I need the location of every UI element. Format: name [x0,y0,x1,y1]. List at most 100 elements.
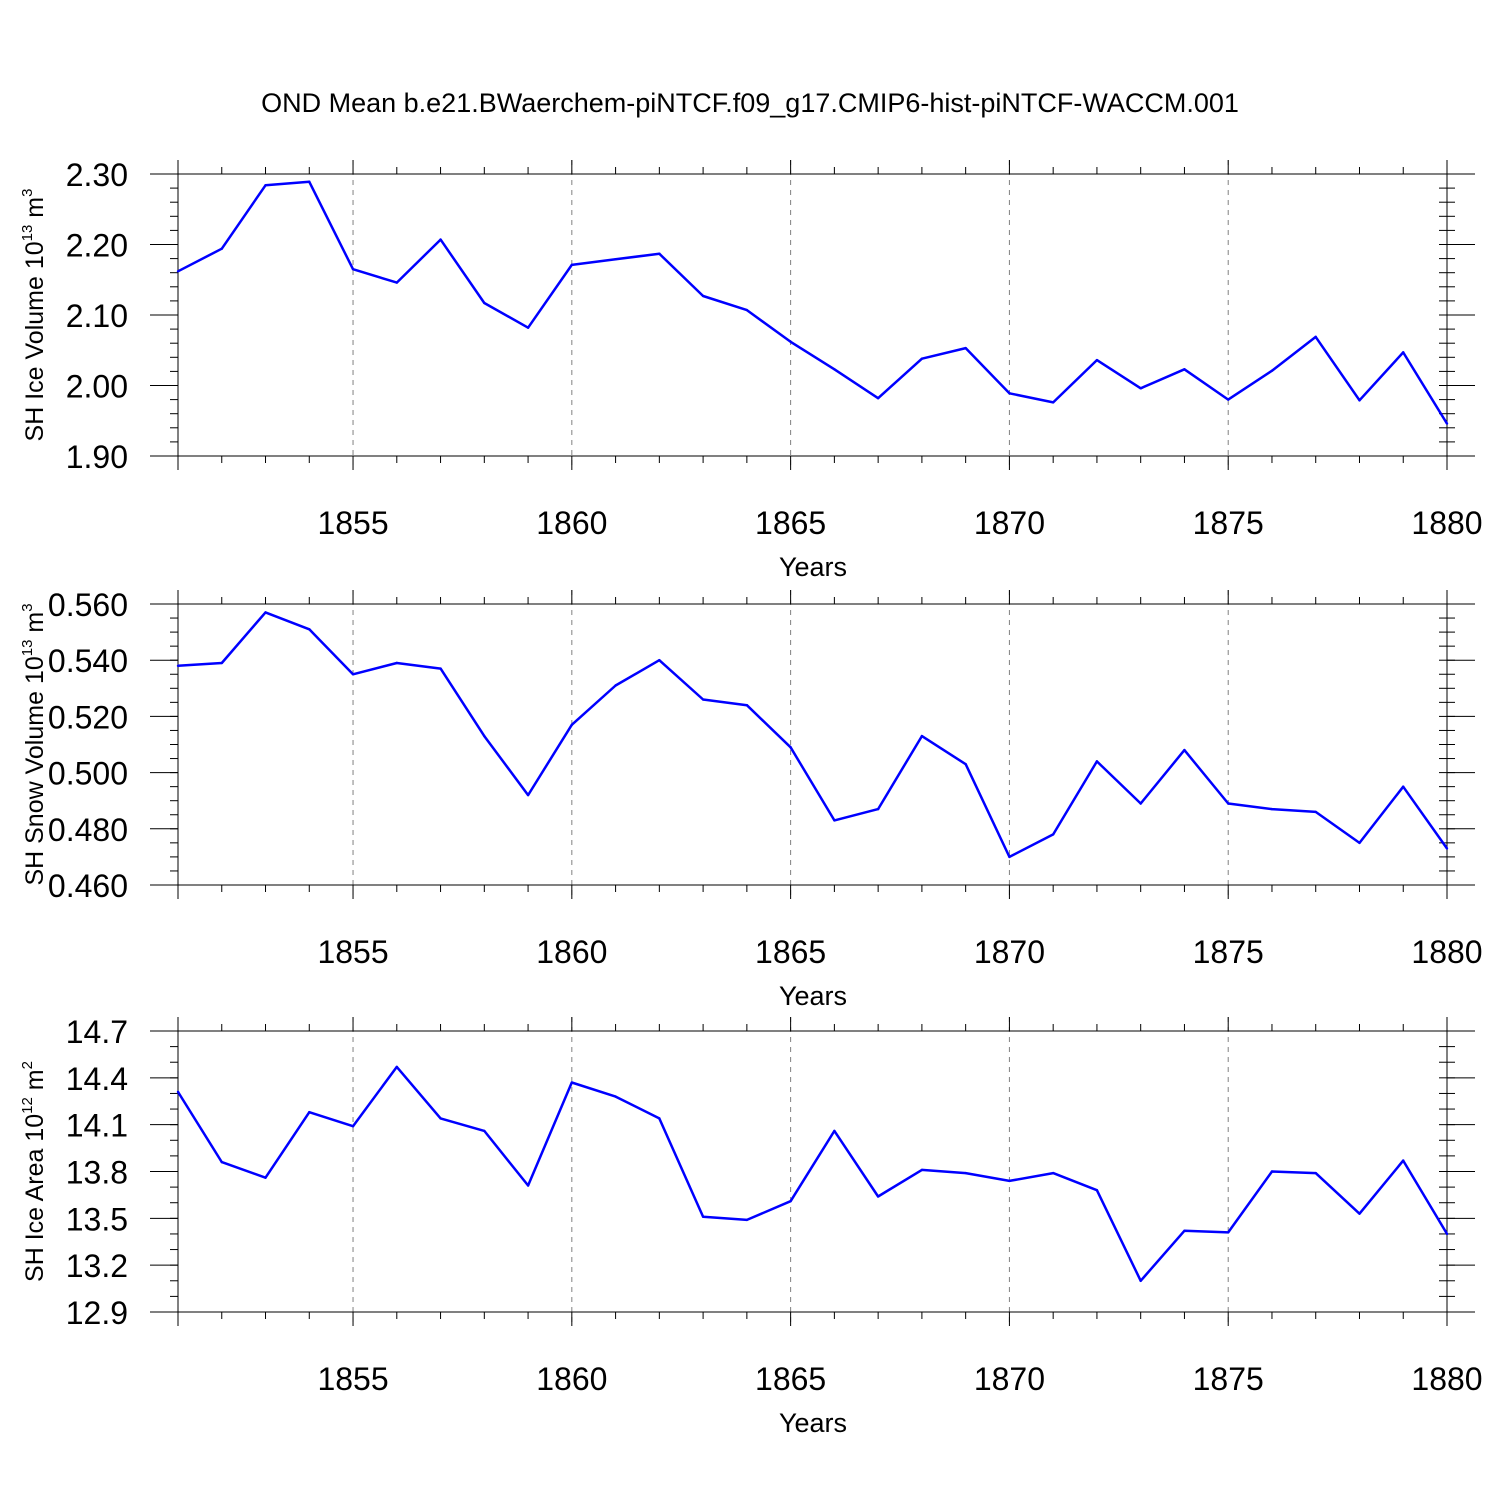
y-axis-label: SH Ice Volume 1013 m3 [19,189,49,442]
data-point [1358,841,1361,845]
data-point [658,1117,661,1120]
data-point [176,270,180,273]
data-point [483,301,486,305]
data-point [1008,1179,1011,1183]
data-point [833,819,836,822]
data-point [351,1125,355,1128]
data-point [1445,422,1449,425]
x-tick-label: 1875 [1193,1361,1264,1397]
data-point [1314,810,1317,814]
data-point [876,807,880,811]
x-tick-label: 1875 [1193,505,1264,541]
data-point [658,252,661,255]
data-point [526,1184,530,1187]
y-axis-label-exponent: 13 [19,225,36,242]
data-point [1314,335,1317,339]
data-point [220,1160,223,1164]
x-tick-label: 1870 [974,934,1045,970]
y-axis-label-unit: m [21,197,49,225]
x-tick-label: 1855 [317,505,388,541]
x-tick-label: 1855 [317,934,388,970]
y-tick-label: 1.90 [66,439,128,475]
y-axis-label-unit-exponent: 3 [19,603,36,611]
data-point [614,684,617,687]
data-point [176,1090,180,1094]
data-point [483,734,486,738]
x-axis-label: Years [779,981,847,1011]
x-tick-label: 1880 [1411,505,1482,541]
panel-ice-area: 1855 1860 1865 1870 1875 1880 12.9 13.2 13.5 13.8… [19,1014,1483,1438]
x-tick-label: 1865 [755,1361,826,1397]
data-point [1227,398,1230,401]
series-line [177,180,1449,425]
data-point [1139,802,1142,805]
data-point [1402,351,1405,354]
data-point [964,762,967,766]
data-point [351,673,355,676]
y-axis-label: SH Snow Volume 1013 m3 [19,603,49,885]
data-point [1402,1159,1405,1162]
data-point [1314,1171,1317,1175]
y-axis-label-text: SH Ice Area 10 [21,1114,49,1282]
data-point [1445,847,1449,850]
data-point [614,1095,617,1098]
data-point [526,793,530,797]
y-tick-label: 14.4 [66,1061,128,1097]
data-point [1095,760,1099,763]
data-point [614,258,617,261]
data-point [308,1110,311,1114]
y-axis-label-unit: m [21,1069,49,1097]
data-point [1183,748,1186,752]
data-point [964,346,967,350]
data-point [920,357,924,360]
data-point [220,247,223,250]
x-tick-label: 1875 [1193,934,1264,970]
data-point [1358,1212,1361,1215]
data-point [701,294,705,298]
data-point [1051,401,1055,404]
data-point [308,628,311,631]
x-axis-label: Years [779,552,847,582]
data-point [1095,358,1099,362]
y-tick-label: 14.1 [66,1108,128,1144]
data-point [1270,807,1274,811]
y-axis-label-unit-exponent: 3 [19,189,36,197]
panel-snow-volume: 1855 1860 1865 1870 1875 1880 0.460 0.480 0.500 0… [19,587,1483,1011]
data-point [395,281,398,284]
y-tick-label: 0.520 [48,699,128,735]
series-line [176,1065,1449,1283]
data-point [745,703,749,707]
y-axis-label-text: SH Ice Volume 10 [21,241,49,441]
data-point [570,1081,574,1084]
data-point [176,664,180,668]
data-point [439,667,442,670]
data-point [964,1171,967,1175]
data-point [701,698,705,701]
data-point [789,746,792,749]
y-tick-label: 0.540 [48,643,128,679]
data-point [483,1129,486,1133]
data-point [833,1129,836,1133]
y-tick-label: 12.9 [66,1295,128,1331]
y-tick-label: 13.5 [66,1201,128,1237]
data-point [789,340,792,343]
data-point [920,734,924,738]
x-tick-label: 1870 [974,1361,1045,1397]
data-point [1270,1170,1274,1173]
x-axis-label: Years [779,1408,847,1438]
x-tick-label: 1860 [536,505,607,541]
data-point [1139,1279,1142,1282]
series-line [177,611,1449,859]
y-tick-label: 2.00 [66,369,128,405]
y-axis-label-unit-exponent: 2 [19,1061,36,1069]
y-tick-label: 2.30 [66,157,128,193]
y-tick-label: 2.20 [66,228,128,264]
y-tick-label: 13.8 [66,1155,128,1191]
data-point [526,326,530,329]
data-point [1139,387,1142,390]
y-tick-label: 0.460 [48,868,128,904]
panel-ice-volume: 1855 1860 1865 1870 1875 1880 1.90 2.00 2.10 2.20… [19,157,1483,582]
x-tick-label: 1865 [755,505,826,541]
y-tick-label: 2.10 [66,298,128,334]
